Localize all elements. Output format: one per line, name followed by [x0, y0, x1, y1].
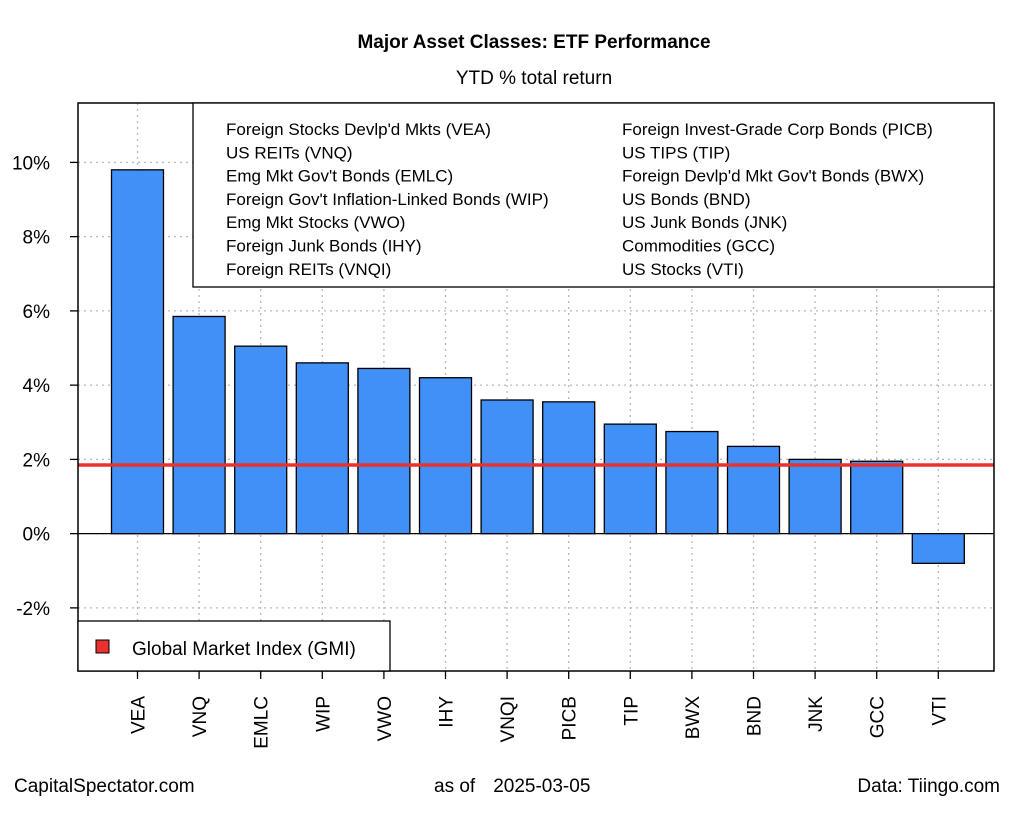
gmi-legend-label: Global Market Index (GMI): [132, 639, 356, 660]
bars: [110, 169, 965, 564]
y-tick-label: -2%: [16, 599, 50, 620]
x-tick-label-bwx: BWX: [683, 696, 704, 740]
y-tick-label: 0%: [23, 525, 51, 546]
bar-ihy: [418, 377, 473, 535]
bar-tip: [603, 423, 657, 535]
bar-picb: [542, 401, 596, 535]
bar-vea: [110, 169, 165, 535]
y-tick-label: 10%: [12, 153, 50, 174]
ticker-legend-entry: Commodities (GCC): [622, 237, 775, 256]
x-tick-label-emlc: EMLC: [252, 696, 273, 749]
x-tick-label-vti: VTI: [929, 696, 950, 726]
as-of-date: 2025-03-05: [493, 776, 591, 797]
x-tick-label-tip: TIP: [621, 696, 642, 726]
x-tick-label-vea: VEA: [129, 696, 150, 734]
ticker-legend-entry: US TIPS (TIP): [622, 143, 730, 162]
bar-vti: [911, 532, 965, 564]
x-tick-label-wip: WIP: [313, 696, 334, 732]
y-tick-label: 6%: [23, 302, 51, 323]
x-tick-label-vnq: VNQ: [190, 696, 211, 737]
ticker-legend-entry: Foreign Junk Bonds (IHY): [226, 237, 422, 256]
ticker-legend-entry: Foreign Gov't Inflation-Linked Bonds (WI…: [226, 190, 549, 209]
y-tick-label: 8%: [23, 228, 51, 249]
bar-vwo: [357, 367, 411, 535]
x-tick-label-vnqi: VNQI: [498, 696, 519, 742]
x-tick-label-ihy: IHY: [437, 696, 458, 728]
x-axis: VEA VNQ EMLC WIP VWO IHY VNQI PICB TIP BWX BND JNK G…: [129, 671, 950, 749]
footer-as-of: as of 2025-03-05: [434, 776, 590, 798]
x-tick-label-bnd: BND: [745, 696, 766, 736]
footer-data-source: Data: Tiingo.com: [857, 776, 1000, 797]
ticker-legend-entry: Foreign REITs (VNQI): [226, 260, 391, 279]
gmi-legend-swatch: [95, 639, 110, 654]
x-tick-label-jnk: JNK: [806, 696, 827, 732]
y-tick-label: 4%: [23, 376, 51, 397]
y-axis: -2% 0% 2% 4% 6% 8% 10%: [12, 153, 78, 620]
bar-wip: [295, 362, 349, 535]
ticker-legend-entry: Foreign Invest-Grade Corp Bonds (PICB): [622, 120, 933, 139]
bar-bwx: [665, 430, 719, 535]
as-of-label: as of: [434, 776, 476, 797]
ticker-legend: Foreign Stocks Devlp'd Mkts (VEA) US REIT…: [192, 102, 995, 288]
chart-subtitle: YTD % total return: [456, 68, 612, 89]
y-tick-label: 2%: [23, 450, 51, 471]
x-tick-label-vwo: VWO: [375, 696, 396, 741]
bar-gcc: [850, 460, 904, 535]
x-tick-label-picb: PICB: [560, 696, 581, 740]
bar-emlc: [234, 345, 288, 535]
ticker-legend-entry: Foreign Devlp'd Mkt Gov't Bonds (BWX): [622, 167, 924, 186]
footer-source-site: CapitalSpectator.com: [14, 776, 195, 797]
ticker-legend-entry: US Stocks (VTI): [622, 260, 744, 279]
etf-performance-chart: Major Asset Classes: ETF Performance YTD…: [12, 32, 995, 749]
bar-jnk: [788, 458, 842, 535]
chart-title: Major Asset Classes: ETF Performance: [357, 32, 710, 53]
ticker-legend-entry: Emg Mkt Gov't Bonds (EMLC): [226, 167, 453, 186]
gmi-legend-box: [77, 620, 391, 672]
ticker-legend-entry: US REITs (VNQ): [226, 143, 353, 162]
bar-vnqi: [480, 399, 534, 535]
bar-vnq: [172, 315, 226, 535]
ticker-legend-entry: Emg Mkt Stocks (VWO): [226, 213, 405, 232]
ticker-legend-box: [192, 102, 995, 288]
bar-bnd: [726, 445, 781, 535]
ticker-legend-entry: US Junk Bonds (JNK): [622, 213, 787, 232]
gmi-legend: Global Market Index (GMI): [77, 620, 391, 672]
ticker-legend-entry: US Bonds (BND): [622, 190, 750, 209]
ticker-legend-entry: Foreign Stocks Devlp'd Mkts (VEA): [226, 120, 491, 139]
x-tick-label-gcc: GCC: [868, 696, 889, 738]
